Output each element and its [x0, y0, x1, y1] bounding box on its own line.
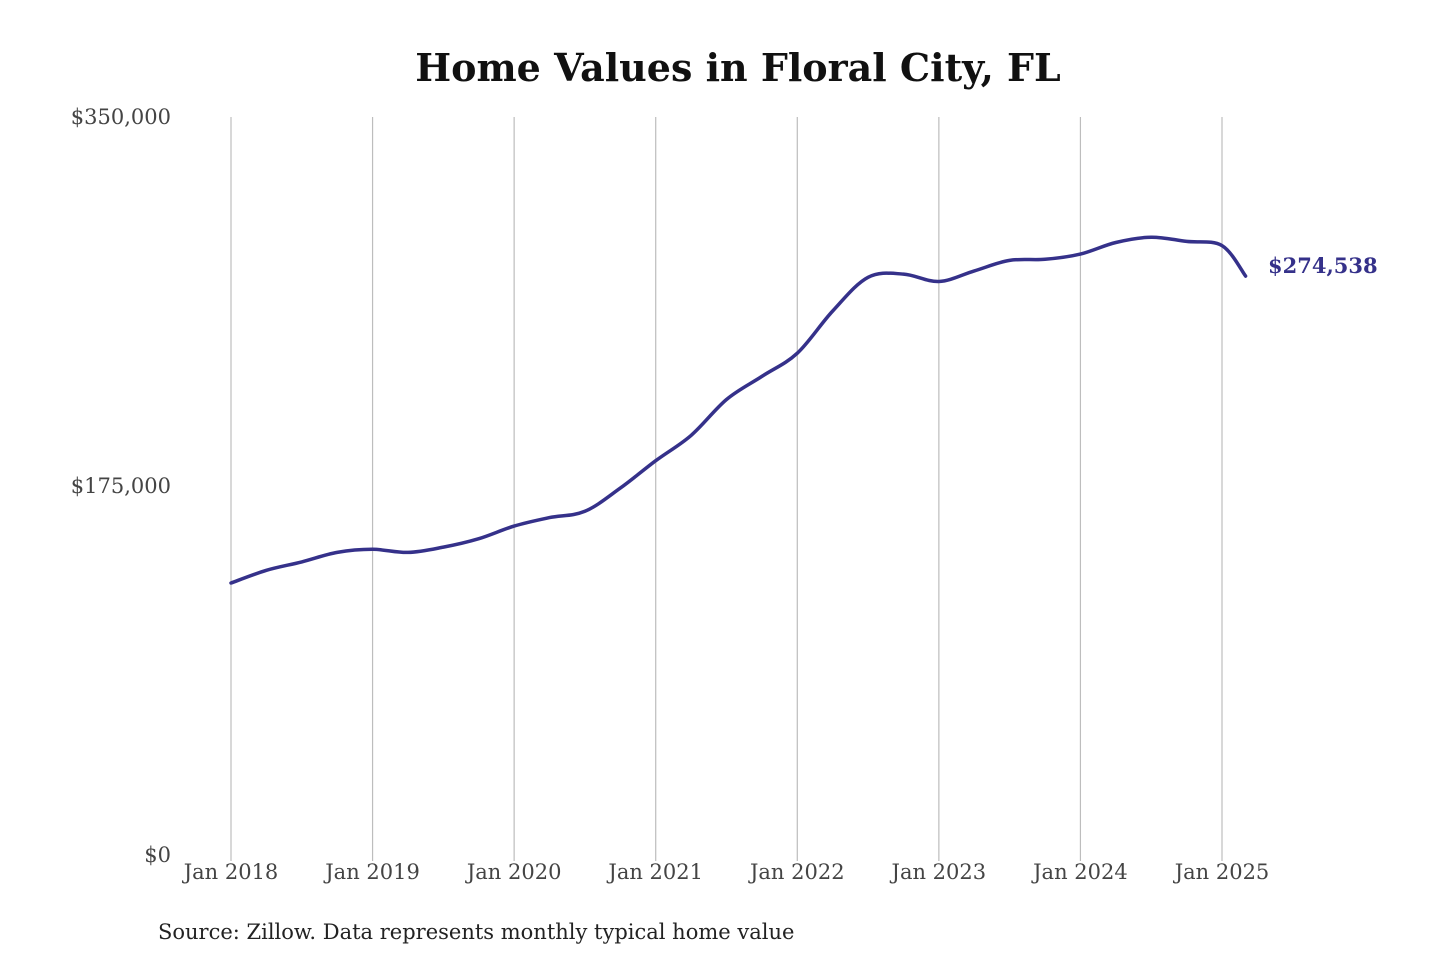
x-tick-label: Jan 2024: [1031, 860, 1128, 884]
x-tick-label: Jan 2021: [606, 860, 703, 884]
y-tick-label: $175,000: [71, 474, 171, 498]
chart-title: Home Values in Floral City, FL: [415, 45, 1061, 90]
x-tick-label: Jan 2020: [465, 860, 562, 884]
y-tick-label: $350,000: [71, 105, 171, 129]
grid-layer: [230, 117, 1223, 861]
y-axis: $0 $175,000 $350,000: [71, 105, 171, 867]
series-line: [229, 235, 1248, 585]
x-tick-label: Jan 2019: [323, 860, 420, 884]
y-tick-label: $0: [144, 843, 171, 867]
x-tick-label: Jan 2022: [748, 860, 845, 884]
end-value-label: $274,538: [1268, 253, 1378, 278]
source-note: Source: Zillow. Data represents monthly …: [158, 920, 794, 944]
x-tick-label: Jan 2025: [1173, 860, 1270, 884]
x-axis: Jan 2018 Jan 2019 Jan 2020 Jan 2021 Jan 2022…: [182, 860, 1270, 884]
x-tick-label: Jan 2023: [890, 860, 987, 884]
x-tick-label: Jan 2018: [182, 860, 279, 884]
